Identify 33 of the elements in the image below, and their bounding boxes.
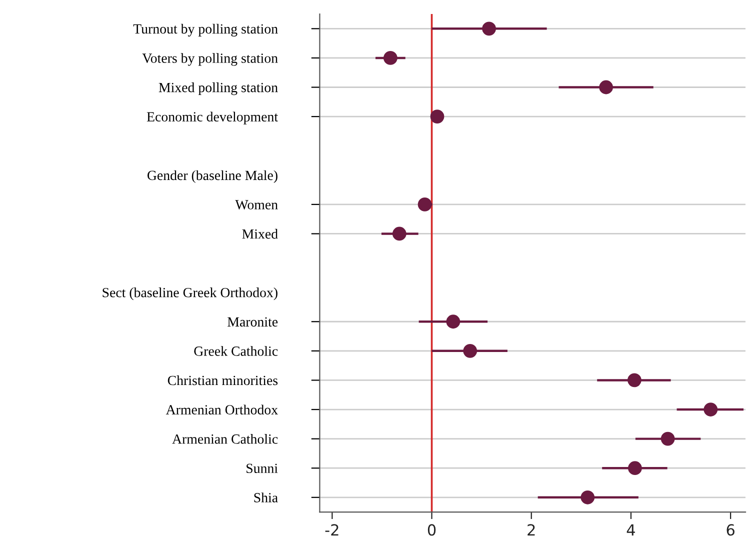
x-tick-label: 6 bbox=[726, 524, 734, 536]
y-tick-label: Greek Catholic bbox=[194, 346, 278, 356]
y-tick-label: Gender (baseline Male) bbox=[148, 170, 278, 183]
point bbox=[599, 80, 614, 94]
y-tick-label: Armenian Orthodox bbox=[166, 404, 278, 414]
y-tick-label: Sect (baseline Greek Orthodox) bbox=[102, 288, 278, 300]
point bbox=[392, 226, 406, 241]
y-tick-label: Sunni bbox=[246, 464, 278, 474]
point bbox=[446, 314, 460, 329]
y-tick-label: Economic development bbox=[146, 112, 278, 124]
x-tick-label: 2 bbox=[528, 524, 535, 536]
point bbox=[704, 402, 718, 416]
point bbox=[660, 432, 675, 446]
point bbox=[628, 461, 642, 476]
x-tick-label: 0 bbox=[428, 524, 436, 536]
x-tick-label: -2 bbox=[325, 524, 338, 536]
y-tick-label: Shia bbox=[254, 492, 278, 502]
y-tick-label: Maronite bbox=[228, 317, 278, 327]
point bbox=[482, 22, 496, 36]
y-tick-label: Mixed polling station bbox=[158, 82, 278, 96]
point bbox=[628, 373, 642, 388]
y-tick-label: Christian minorities bbox=[168, 375, 278, 386]
x-tick-label: 4 bbox=[626, 524, 635, 536]
y-tick-label: Voters by polling station bbox=[142, 53, 278, 66]
point bbox=[418, 197, 432, 212]
point bbox=[383, 51, 398, 65]
point bbox=[580, 490, 595, 504]
y-tick-label: Mixed bbox=[242, 228, 278, 239]
y-tick-label: Women bbox=[235, 200, 278, 210]
y-tick-label: Turnout by polling station bbox=[133, 24, 278, 36]
point bbox=[430, 110, 444, 124]
y-tick-label: Armenian Catholic bbox=[172, 434, 278, 444]
point bbox=[463, 344, 478, 358]
